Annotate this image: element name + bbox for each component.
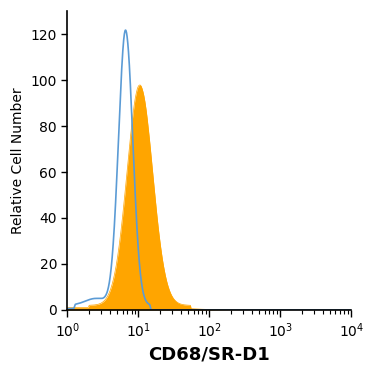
X-axis label: CD68/SR-D1: CD68/SR-D1 — [148, 346, 270, 364]
Y-axis label: Relative Cell Number: Relative Cell Number — [11, 87, 25, 234]
